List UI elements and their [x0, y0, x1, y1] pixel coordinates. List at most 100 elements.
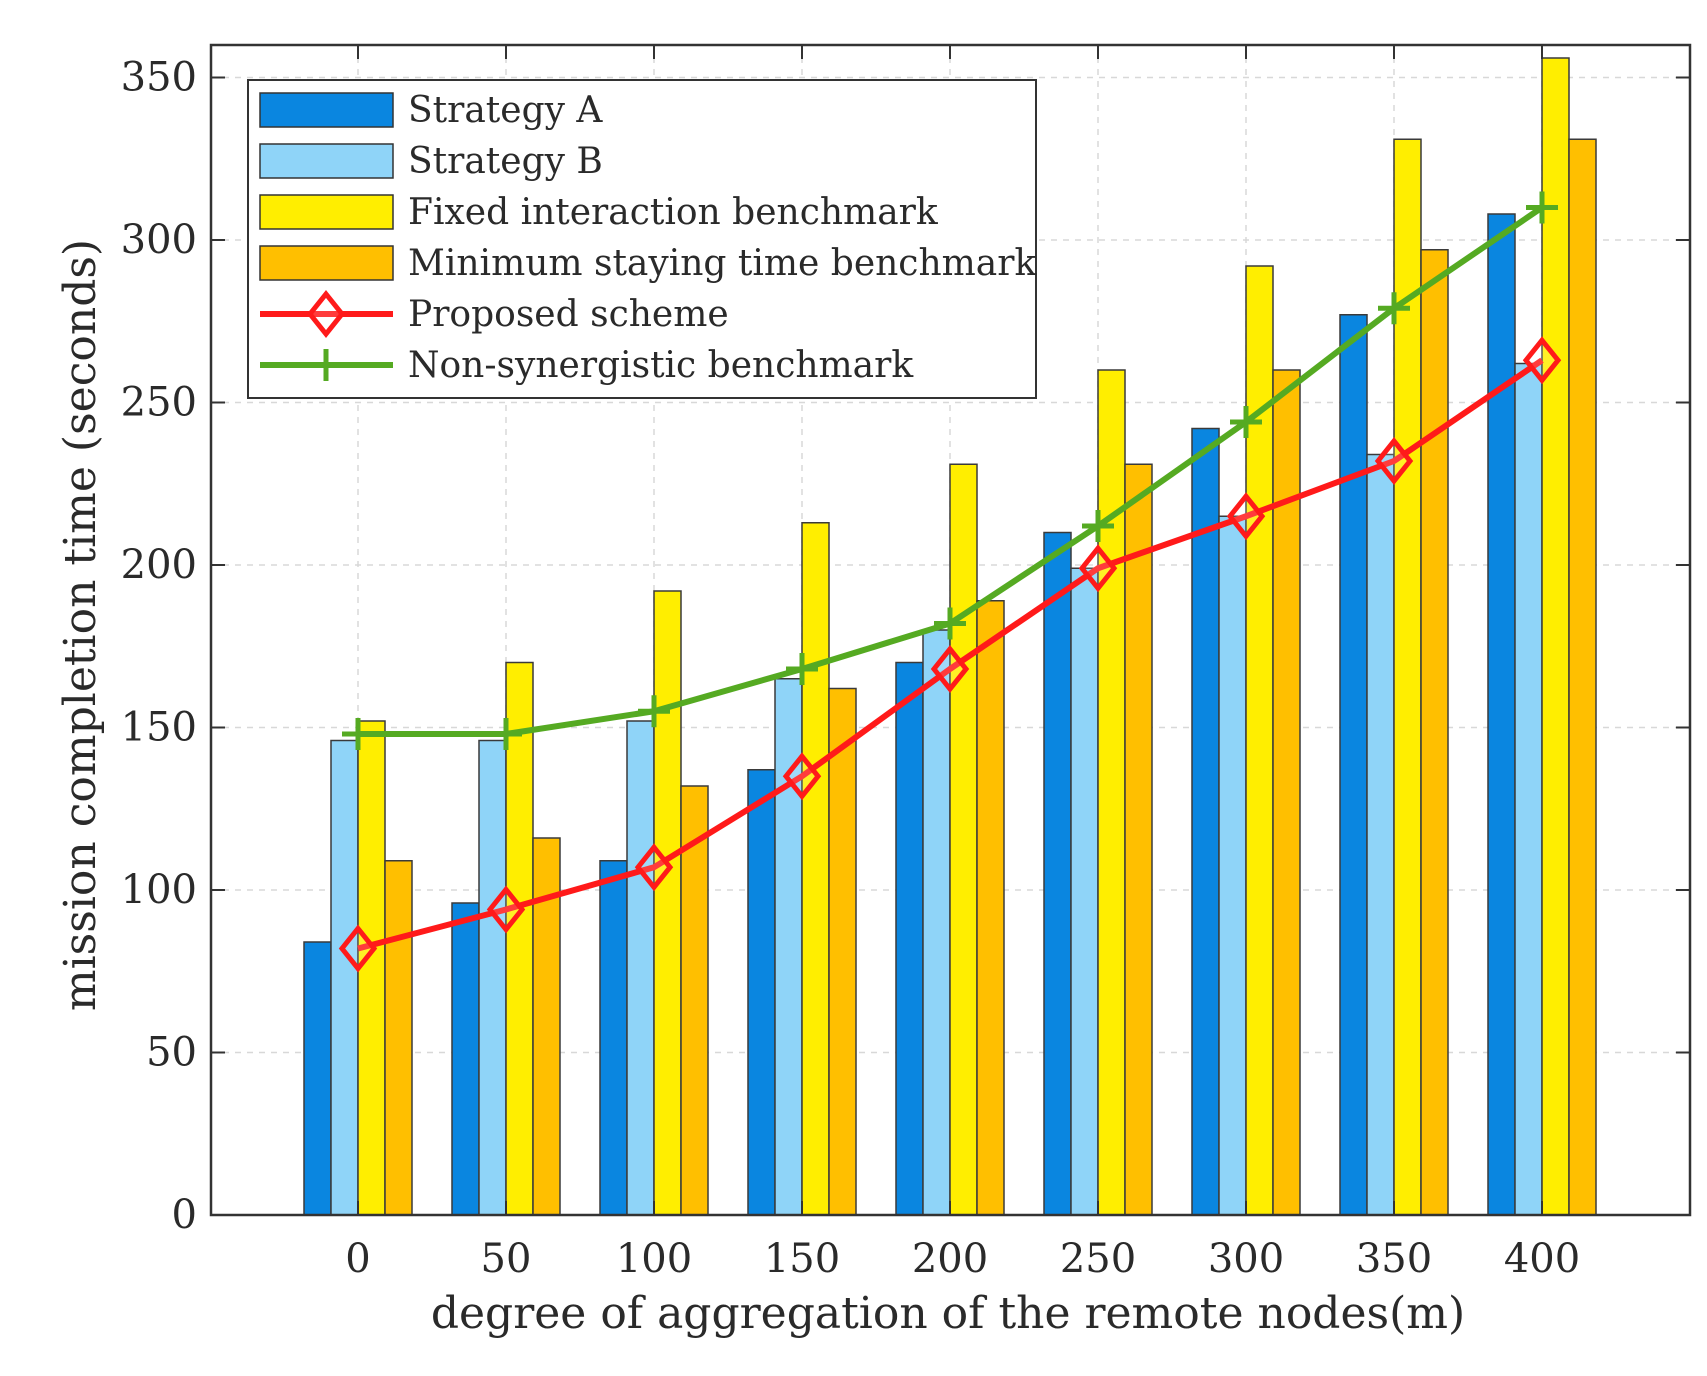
bar [680, 785, 709, 1216]
axes-frame [209, 43, 1692, 1217]
bar [949, 463, 978, 1216]
diamond-marker [1522, 336, 1562, 385]
y-tick-label: 200 [121, 542, 197, 588]
y-tick-label: 350 [121, 55, 197, 101]
bar [828, 687, 857, 1216]
bar [478, 739, 507, 1216]
bar [1366, 453, 1395, 1216]
legend-label: Strategy A [408, 90, 603, 131]
bar [1568, 138, 1597, 1216]
bar [1191, 427, 1220, 1216]
line-series-non-synergistic-benchmark [342, 191, 1558, 750]
plus-marker [490, 718, 522, 750]
legend-item-proposed-scheme: Proposed scheme [260, 289, 729, 339]
bar [801, 522, 830, 1216]
bar [1514, 362, 1543, 1216]
bar [1420, 249, 1449, 1216]
bar [451, 902, 480, 1216]
plus-marker [1378, 292, 1410, 325]
x-tick-label: 150 [764, 1236, 840, 1282]
x-tick-label: 350 [1356, 1236, 1432, 1282]
legend-label: Non-synergistic benchmark [408, 345, 914, 386]
legend-label: Minimum staying time benchmark [408, 243, 1037, 284]
bar [1393, 138, 1422, 1216]
line-series-proposed-scheme [338, 336, 1562, 973]
x-axis-label: degree of aggregation of the remote node… [431, 1288, 1465, 1339]
y-axis-label: mission completion time (seconds) [55, 239, 106, 1011]
bar [922, 629, 951, 1216]
y-tick-label: 250 [121, 380, 197, 426]
legend-item-strategy-b: Strategy B [259, 141, 603, 182]
legend-swatch [259, 194, 394, 230]
bar [1218, 515, 1247, 1216]
bar-series-strategy-a [303, 213, 1516, 1216]
diamond-marker [930, 644, 970, 694]
bar [1070, 567, 1099, 1216]
bar-series-fixed-interaction-benchmark [357, 57, 1570, 1216]
bar [1043, 531, 1072, 1216]
diamond-marker [1078, 544, 1118, 593]
legend-label: Fixed interaction benchmark [408, 192, 939, 233]
x-tick-label: 0 [345, 1236, 370, 1282]
plus-marker [934, 607, 966, 640]
bar [384, 860, 413, 1216]
legend-item-strategy-a: Strategy A [259, 90, 603, 131]
y-tick-label: 300 [121, 217, 197, 263]
bar [747, 769, 776, 1216]
diamond-marker [306, 289, 346, 339]
legend: Strategy A Strategy B Fixed interaction be… [247, 79, 1037, 399]
bar [1124, 463, 1153, 1216]
y-tick-label: 100 [121, 867, 197, 913]
bar [895, 661, 924, 1216]
bar [1541, 57, 1570, 1216]
legend-label: Strategy B [408, 141, 603, 182]
legend-box [247, 79, 1037, 399]
bar-series-minimum-staying-time-benchmark [384, 138, 1597, 1216]
x-tick-label: 300 [1208, 1236, 1284, 1282]
diamond-marker [634, 843, 674, 892]
plus-marker [1526, 191, 1558, 224]
bar [653, 590, 682, 1216]
legend-item-fixed-interaction-benchmark: Fixed interaction benchmark [259, 192, 939, 233]
plus-marker [638, 695, 670, 728]
legend-swatch [259, 245, 394, 281]
x-tick-label: 50 [481, 1236, 532, 1282]
x-tick-label: 100 [616, 1236, 692, 1282]
bar [357, 720, 386, 1216]
diamond-marker [1226, 492, 1266, 541]
x-tick-label: 250 [1060, 1236, 1136, 1282]
plus-marker [1230, 406, 1262, 438]
bar [1272, 369, 1301, 1216]
bar [976, 600, 1005, 1216]
legend-item-non-synergistic-benchmark: Non-synergistic benchmark [260, 345, 914, 386]
bar [774, 678, 803, 1216]
plus-marker [342, 718, 374, 750]
diamond-marker [782, 752, 822, 801]
plus-marker [1082, 510, 1114, 542]
legend-swatch [259, 92, 394, 128]
series-line [357, 357, 1544, 952]
bar [505, 661, 534, 1216]
bar [1339, 314, 1368, 1216]
x-tick-label: 400 [1504, 1236, 1580, 1282]
y-tick-label: 50 [146, 1030, 197, 1076]
bars [303, 57, 1597, 1216]
legend-swatch [259, 143, 394, 179]
diamond-marker [338, 924, 378, 973]
legend-item-minimum-staying-time-benchmark: Minimum staying time benchmark [259, 243, 1037, 284]
lines [338, 191, 1562, 973]
plus-marker [786, 653, 818, 685]
bar [303, 941, 332, 1216]
bar [626, 720, 655, 1216]
bar [1097, 369, 1126, 1216]
x-tick-label: 200 [912, 1236, 988, 1282]
axes: 0 50 100 150 200 250 300 350 0 50 100 150 200 250 300 3… [121, 43, 1692, 1282]
bar [1487, 213, 1516, 1216]
diamond-marker [1374, 436, 1414, 486]
y-tick-label: 0 [172, 1192, 197, 1238]
plus-marker [310, 349, 342, 381]
bar [330, 739, 359, 1216]
bar [599, 860, 628, 1216]
